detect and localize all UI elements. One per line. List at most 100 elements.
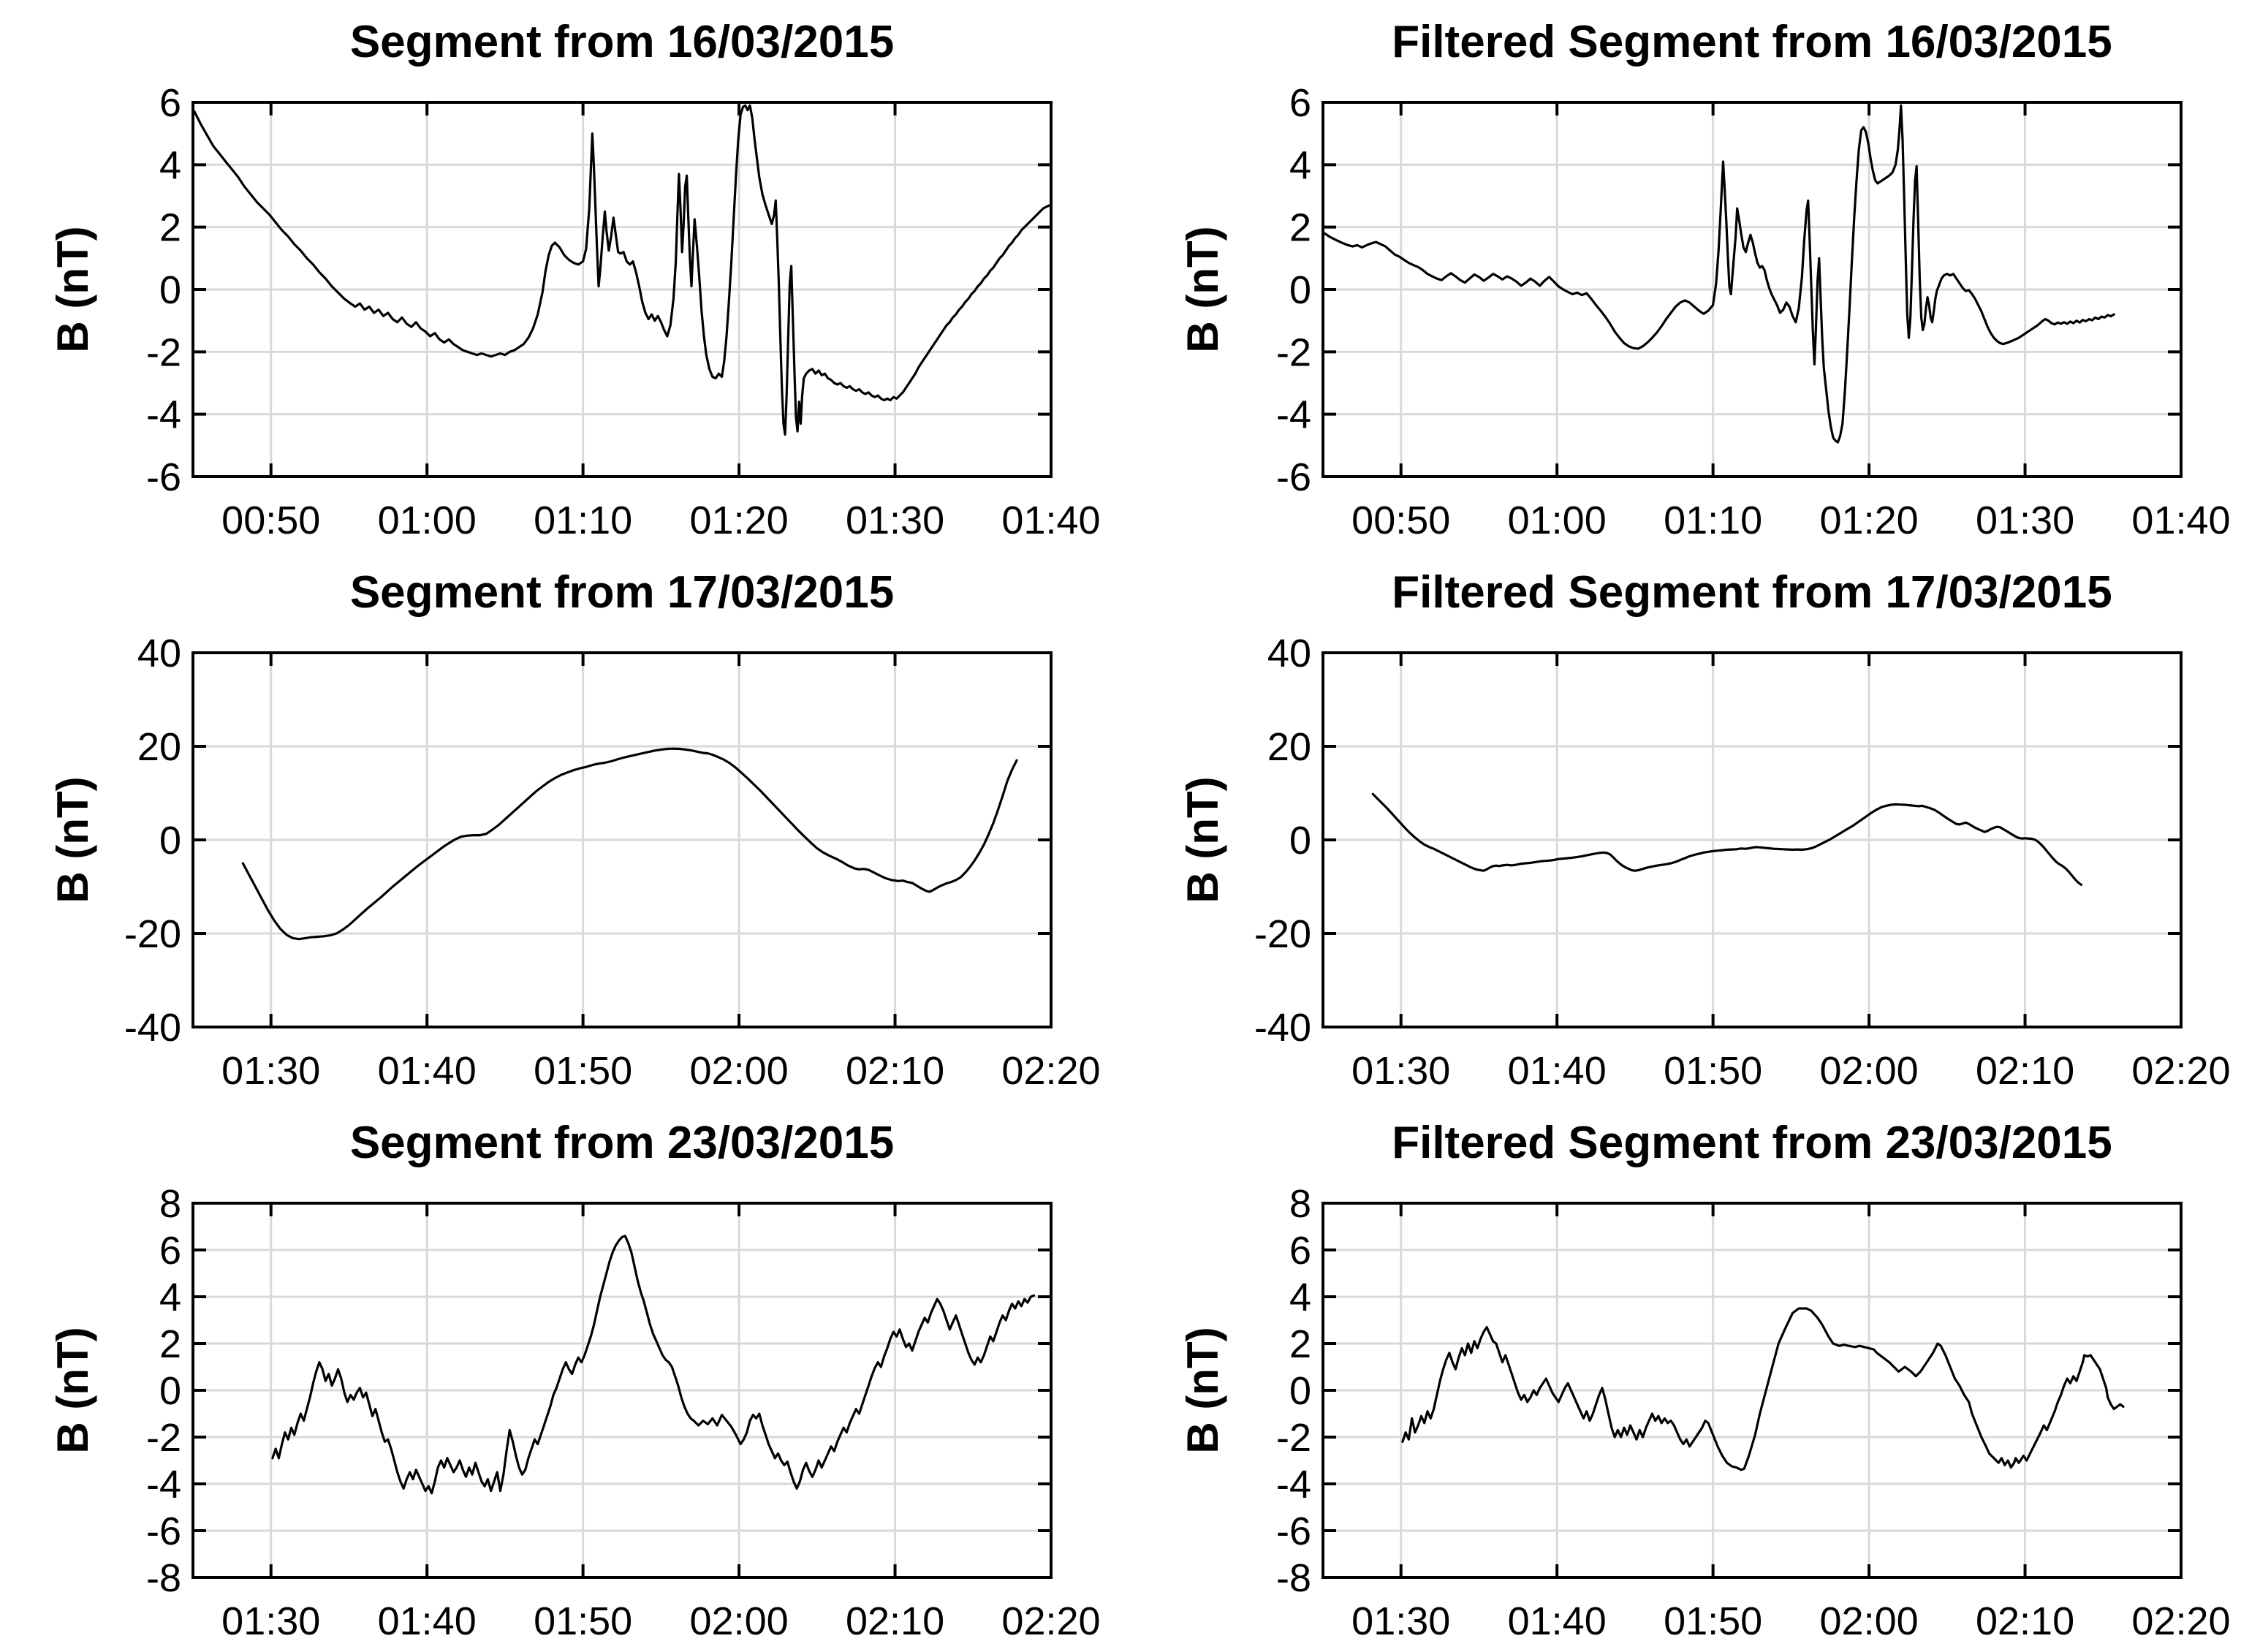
y-tick-label: -4 xyxy=(146,1463,181,1507)
x-tick-label: 02:00 xyxy=(1820,1599,1919,1643)
x-tick-label: 01:30 xyxy=(1976,499,2074,542)
y-tick-label: 6 xyxy=(159,1229,181,1273)
y-tick-label: 6 xyxy=(159,81,181,125)
plot-title: Filtered Segment from 16/03/2015 xyxy=(1392,17,2112,67)
y-tick-label: 4 xyxy=(159,1276,181,1319)
plot-title: Segment from 23/03/2015 xyxy=(349,1118,895,1168)
x-tick-label: 01:40 xyxy=(1508,1599,1607,1643)
x-tick-label: 01:10 xyxy=(1664,499,1762,542)
x-tick-label: 01:50 xyxy=(1664,1049,1762,1093)
data-line xyxy=(193,104,1051,436)
y-tick-label: 2 xyxy=(159,1322,181,1366)
y-tick-label: 6 xyxy=(1289,1229,1311,1273)
y-tick-label: 2 xyxy=(159,206,181,250)
x-tick-label: 01:20 xyxy=(1820,499,1919,542)
plot-area: 00:50 01:00 01:10 01:20 01:30 01:40 -6 -4 -2 0 2 4 6 xyxy=(1276,81,2231,542)
plot-title: Segment from 17/03/2015 xyxy=(349,567,895,618)
y-tick-label: -2 xyxy=(1276,330,1311,374)
x-tick-label: 01:40 xyxy=(1001,499,1100,542)
y-tick-label: -4 xyxy=(1276,393,1311,437)
x-tick-label: 01:00 xyxy=(378,499,477,542)
y-tick-label: -40 xyxy=(1254,1006,1311,1050)
plot-title: Filtered Segment from 23/03/2015 xyxy=(1392,1118,2112,1168)
x-tick-label: 02:20 xyxy=(1001,1599,1100,1643)
x-tick-label: 02:10 xyxy=(1976,1599,2074,1643)
y-tick-label: 0 xyxy=(1289,268,1311,312)
y-tick-label: -20 xyxy=(1254,912,1311,956)
subplot-filtered-17-03: Filtered Segment from 17/03/2015 B (nT) … xyxy=(1130,550,2260,1101)
plot-area: 01:30 01:40 01:50 02:00 02:10 02:20 -8-6-4-202… xyxy=(1276,1182,2231,1643)
y-tick-label: 2 xyxy=(1289,1322,1311,1366)
y-tick-label: -8 xyxy=(1276,1556,1311,1600)
y-tick-label: -2 xyxy=(1276,1416,1311,1460)
plot-area: 01:30 01:40 01:50 02:00 02:10 02:20 -40 -20 0 20 4… xyxy=(124,632,1101,1093)
y-tick-label: -6 xyxy=(1276,455,1311,499)
x-tick-label: 02:10 xyxy=(846,1599,944,1643)
x-tick-label: 02:00 xyxy=(1820,1049,1919,1093)
x-tick-label: 02:20 xyxy=(2131,1049,2230,1093)
y-tick-label: 0 xyxy=(159,1369,181,1413)
y-tick-label: -6 xyxy=(1276,1509,1311,1553)
y-tick-label: 20 xyxy=(1267,725,1311,769)
y-tick-label: 0 xyxy=(159,819,181,863)
x-tick-label: 01:40 xyxy=(378,1599,477,1643)
x-tick-label: 02:00 xyxy=(690,1599,789,1643)
plot-area: 01:30 01:40 01:50 02:00 02:10 02:20 -8-6-4-202… xyxy=(146,1182,1101,1643)
data-line xyxy=(271,1235,1036,1495)
x-tick-label: 01:40 xyxy=(2131,499,2230,542)
x-tick-label: 01:00 xyxy=(1508,499,1607,542)
x-tick-label: 02:20 xyxy=(1001,1049,1100,1093)
y-tick-label: -20 xyxy=(124,912,181,956)
y-tick-label: 40 xyxy=(1267,632,1311,675)
y-tick-label: -40 xyxy=(124,1006,181,1050)
x-tick-label: 01:50 xyxy=(534,1049,632,1093)
plot-title: Segment from 16/03/2015 xyxy=(349,17,895,67)
x-tick-label: 01:30 xyxy=(221,1049,320,1093)
y-tick-label: 40 xyxy=(137,632,181,675)
x-tick-label: 01:50 xyxy=(534,1599,632,1643)
x-tick-label: 02:00 xyxy=(690,1049,789,1093)
y-tick-label: 0 xyxy=(1289,1369,1311,1413)
plot-area: 00:50 01:00 01:10 01:20 01:30 01:40 -6 -4 -2 0 2 4 6 xyxy=(146,81,1101,542)
y-tick-label: 6 xyxy=(1289,81,1311,125)
x-tick-label: 02:10 xyxy=(1976,1049,2074,1093)
subplot-segment-17-03: Segment from 17/03/2015 B (nT) 01:30 01:4… xyxy=(0,550,1130,1101)
y-tick-label: -4 xyxy=(1276,1463,1311,1507)
plot-area: 01:30 01:40 01:50 02:00 02:10 02:20 -40 -20 0 20 4… xyxy=(1254,632,2231,1093)
y-tick-label: 0 xyxy=(1289,819,1311,863)
x-tick-label: 02:20 xyxy=(2131,1599,2230,1643)
x-tick-label: 01:10 xyxy=(534,499,632,542)
x-tick-label: 01:30 xyxy=(221,1599,320,1643)
y-tick-label: -2 xyxy=(146,1416,181,1460)
x-tick-label: 01:30 xyxy=(846,499,944,542)
y-tick-label: 4 xyxy=(1289,1276,1311,1319)
subplot-segment-16-03: Segment from 16/03/2015 B (nT) 00:50 01:0… xyxy=(0,0,1130,550)
x-tick-label: 01:40 xyxy=(1508,1049,1607,1093)
data-line xyxy=(1371,792,2083,886)
data-line xyxy=(241,747,1018,941)
x-tick-label: 01:40 xyxy=(378,1049,477,1093)
y-tick-label: 20 xyxy=(137,725,181,769)
x-tick-label: 01:30 xyxy=(1351,1049,1450,1093)
data-line xyxy=(1401,1307,2125,1471)
y-tick-label: 8 xyxy=(1289,1182,1311,1226)
subplot-filtered-23-03: Filtered Segment from 23/03/2015 B (nT) … xyxy=(1130,1101,2260,1651)
x-tick-label: 00:50 xyxy=(221,499,320,542)
x-tick-label: 00:50 xyxy=(1351,499,1450,542)
x-tick-label: 02:10 xyxy=(846,1049,944,1093)
y-tick-label: 4 xyxy=(159,143,181,187)
y-tick-label: 8 xyxy=(159,1182,181,1226)
x-tick-label: 01:20 xyxy=(690,499,789,542)
y-tick-label: -2 xyxy=(146,330,181,374)
y-tick-label: -8 xyxy=(146,1556,181,1600)
y-tick-label: -6 xyxy=(146,1509,181,1553)
data-line xyxy=(1323,104,2115,444)
x-tick-label: 01:30 xyxy=(1351,1599,1450,1643)
y-tick-label: -4 xyxy=(146,393,181,437)
subplot-filtered-16-03: Filtered Segment from 16/03/2015 B (nT) … xyxy=(1130,0,2260,550)
x-tick-label: 01:50 xyxy=(1664,1599,1762,1643)
plot-title: Filtered Segment from 17/03/2015 xyxy=(1392,567,2112,618)
y-tick-label: -6 xyxy=(146,455,181,499)
y-tick-label: 0 xyxy=(159,268,181,312)
